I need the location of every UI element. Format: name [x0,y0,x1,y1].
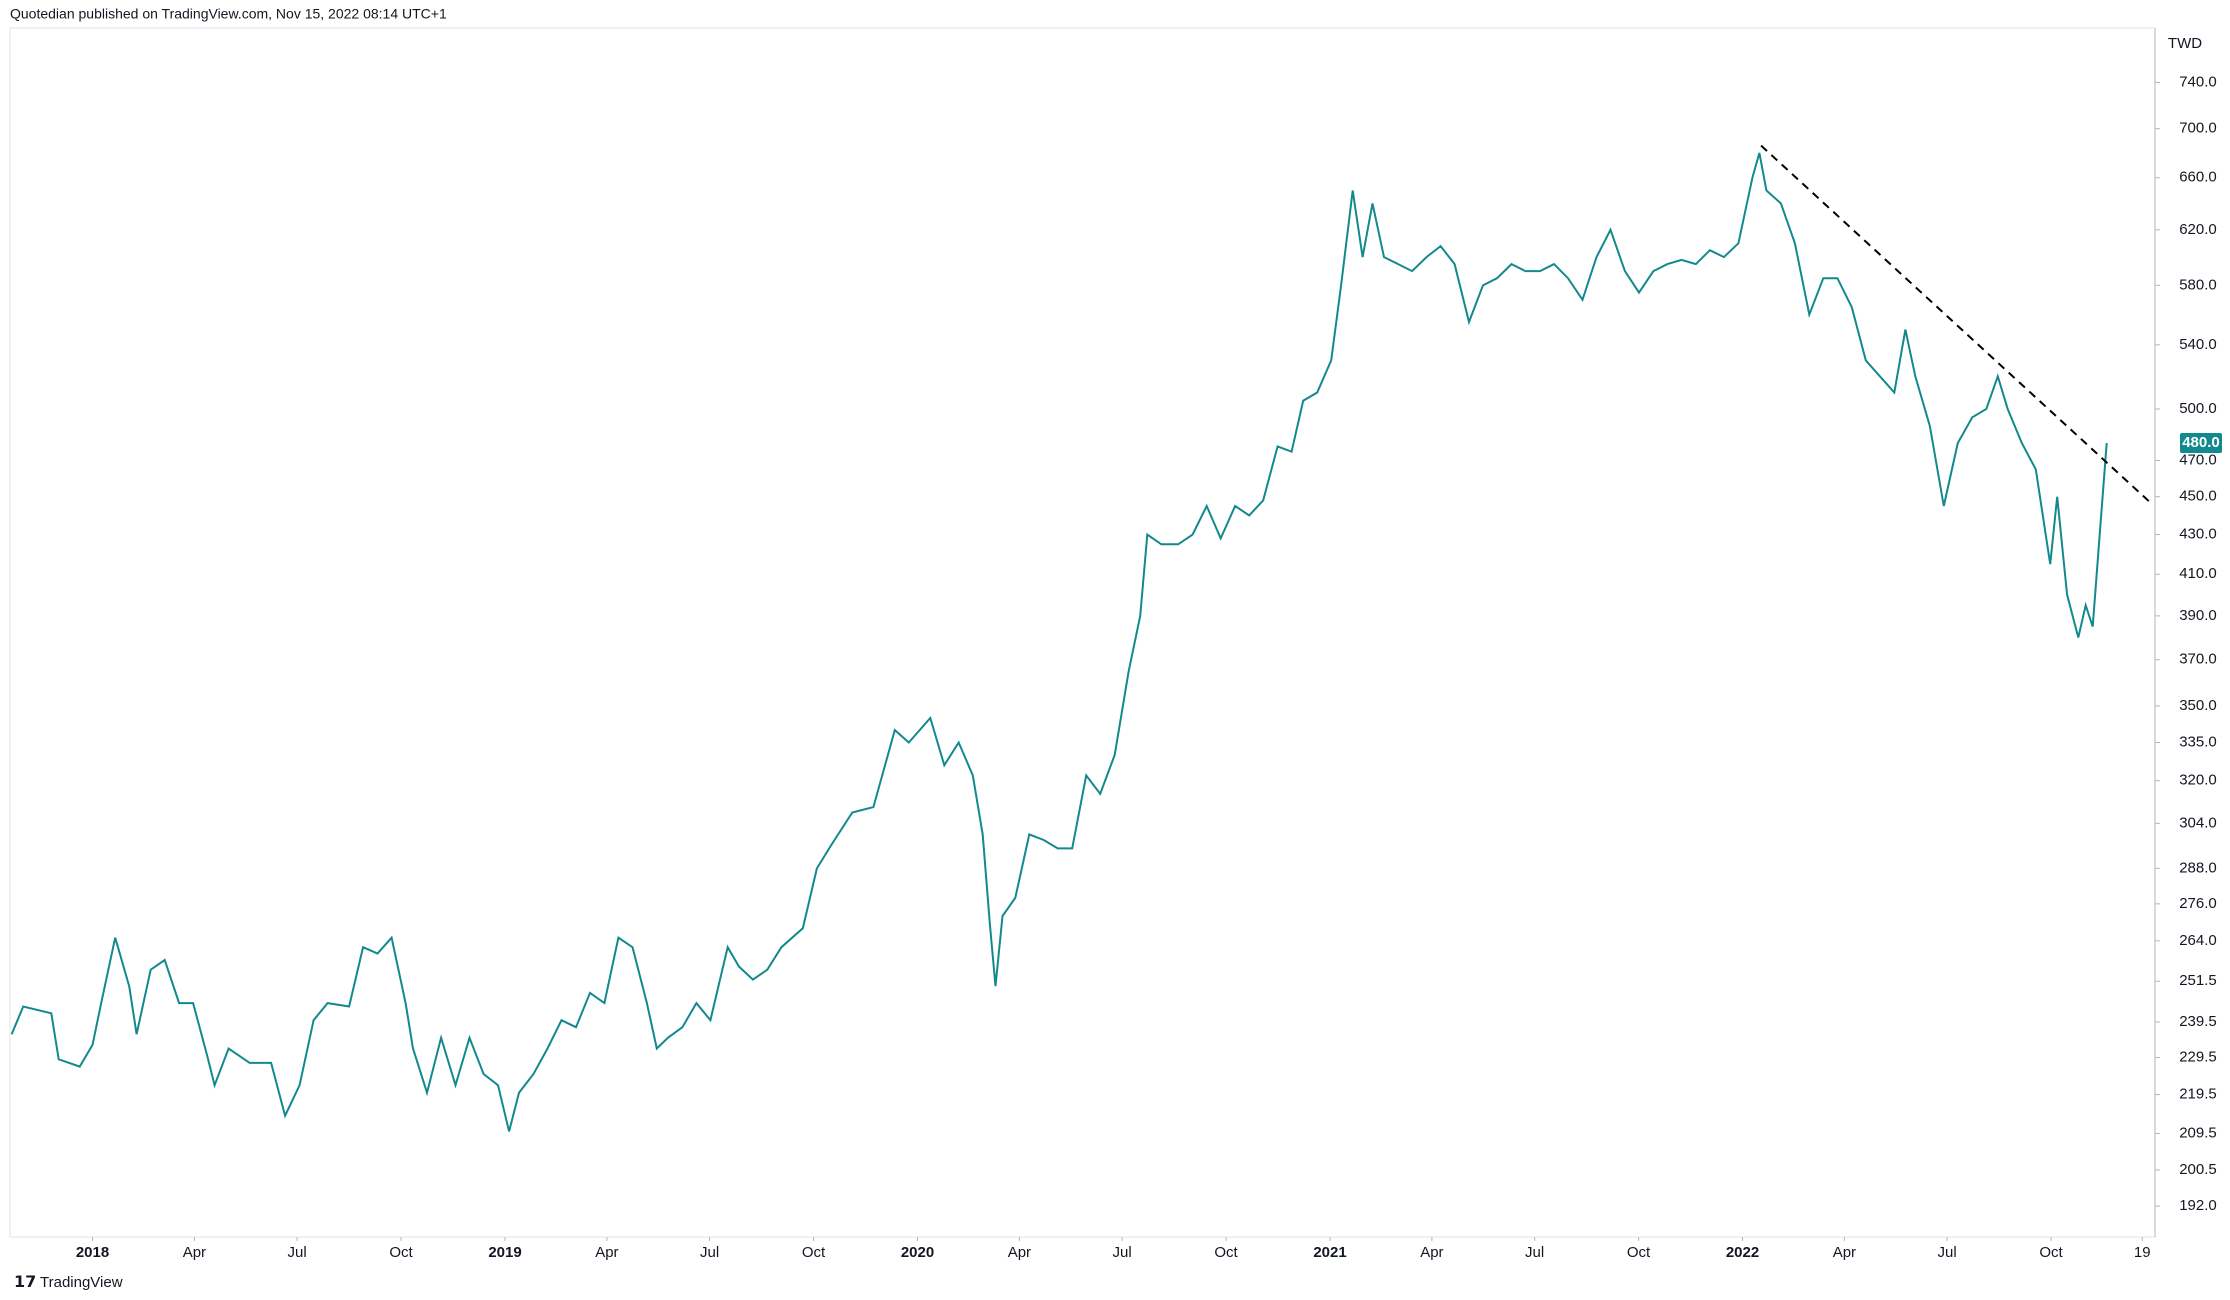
x-tick-label: Jul [1938,1244,1957,1261]
x-tick-label: 2019 [488,1244,521,1261]
y-tick-label: 219.5 [2179,1086,2217,1103]
y-tick-label: 430.0 [2179,526,2217,543]
y-tick-label: 700.0 [2179,120,2217,137]
x-tick-label: Apr [1008,1244,1031,1261]
y-tick-label: 350.0 [2179,697,2217,714]
y-tick-label: 209.5 [2179,1124,2217,1141]
x-tick-label: Oct [1627,1244,1651,1261]
y-tick-label: 450.0 [2179,488,2217,505]
y-tick-label: 192.0 [2179,1197,2217,1214]
x-tick-label: Apr [595,1244,618,1261]
header: Quotedian published on TradingView.com, … [10,6,447,22]
logo: 𝟭𝟳 [14,1274,36,1291]
x-tick-label: Jul [288,1244,307,1261]
trend-line [1760,144,2153,505]
y-tick-label: 229.5 [2179,1048,2217,1065]
y-tick-label: 500.0 [2179,400,2217,417]
y-tick-label: 239.5 [2179,1013,2217,1030]
last-price-label: 480.0 [2182,434,2220,451]
currency: TWD [2168,35,2202,52]
x-tick-label: Jul [1113,1244,1132,1261]
y-tick-label: 335.0 [2179,733,2217,750]
y-tick-label: 470.0 [2179,451,2217,468]
x-tick-label: 2022 [1726,1244,1759,1261]
last-price-box [2180,432,2222,453]
x-tick-label: Apr [1833,1244,1856,1261]
x-tick-label: Oct [2039,1244,2063,1261]
y-tick-label: 370.0 [2179,651,2217,668]
x-tick-label: 2018 [76,1244,109,1261]
x-tick-label: Jul [1525,1244,1544,1261]
y-tick-label: 251.5 [2179,972,2217,989]
x-tick-label: Apr [183,1244,206,1261]
y-tick-label: 740.0 [2179,73,2217,90]
y-tick-label: 288.0 [2179,859,2217,876]
y-tick-label: 276.0 [2179,895,2217,912]
y-tick-label: 580.0 [2179,276,2217,293]
y-tick-label: 410.0 [2179,565,2217,582]
x-tick-label: Oct [802,1244,826,1261]
plot-frame [9,27,2156,1238]
x-tick-label: Apr [1420,1244,1443,1261]
x-tick-label: 2020 [901,1244,934,1261]
watermark-text: TradingView [40,1274,123,1291]
x-tick-label: 19 [2134,1244,2151,1261]
x-tick-label: Oct [389,1244,413,1261]
x-tick-label: Oct [1214,1244,1238,1261]
y-tick-label: 304.0 [2179,814,2217,831]
y-tick-label: 264.0 [2179,932,2217,949]
y-tick-label: 390.0 [2179,607,2217,624]
price-line [10,152,2108,1132]
x-tick-label: Jul [700,1244,719,1261]
y-tick-label: 620.0 [2179,221,2217,238]
y-tick-label: 320.0 [2179,772,2217,789]
x-tick-label: 2021 [1313,1244,1346,1261]
y-tick-label: 540.0 [2179,336,2217,353]
y-tick-label: 660.0 [2179,169,2217,186]
watermark: 𝟭𝟳 TradingView [14,1274,123,1291]
y-tick-label: 200.5 [2179,1161,2217,1178]
